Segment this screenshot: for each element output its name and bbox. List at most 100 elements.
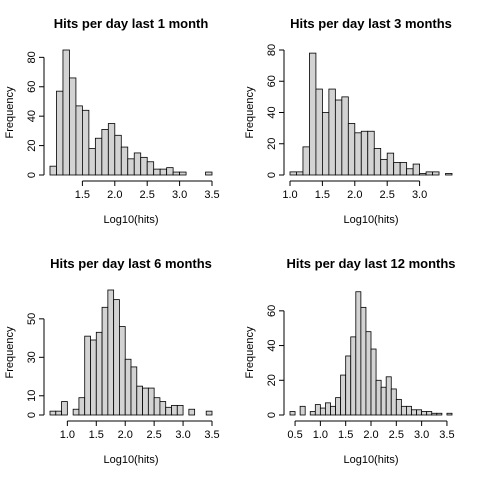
chart-title: Hits per day last 12 months: [286, 256, 455, 271]
bar: [289, 411, 296, 416]
y-tick-label: 60: [266, 305, 278, 317]
bar: [314, 404, 321, 416]
bar: [341, 96, 349, 176]
bar: [107, 289, 115, 416]
bar: [340, 374, 347, 416]
x-tick-label: 2.5: [140, 189, 155, 201]
bar: [370, 348, 377, 416]
bar: [431, 412, 438, 416]
bar: [82, 109, 90, 176]
bar: [113, 299, 120, 416]
bar: [411, 409, 417, 416]
bar: [120, 146, 129, 176]
bar: [360, 130, 369, 176]
bar: [133, 152, 142, 176]
x-tick-label: 1.0: [313, 429, 328, 441]
y-axis-label: Frequency: [244, 326, 256, 378]
bar: [88, 148, 96, 176]
bar: [386, 152, 395, 176]
y-tick-label: 80: [26, 51, 38, 63]
bar: [171, 404, 178, 416]
bar: [95, 331, 103, 416]
bar: [334, 99, 343, 176]
bar: [330, 405, 336, 416]
bar: [49, 165, 57, 176]
x-tick-label: 3.5: [204, 189, 219, 201]
panel: Hits per day last 6 months 1.0 1.5 2.0 2.5 3.…: [4, 256, 220, 466]
bar: [365, 331, 372, 416]
y-tick-label: 80: [266, 44, 278, 56]
bar: [130, 366, 138, 416]
x-axis-label: Log10(hits): [343, 214, 398, 226]
y-tick-label: 20: [26, 139, 38, 151]
y-tick-label: 20: [266, 374, 278, 386]
x-axis-label: Log10(hits): [103, 454, 158, 466]
x-tick-label: 2.0: [107, 189, 122, 201]
y-tick-label: 0: [266, 172, 278, 178]
x-tick-label: 3.0: [172, 189, 187, 201]
x-axis-label: Log10(hits): [343, 454, 398, 466]
y-tick-label: 40: [266, 339, 278, 351]
y-tick-label: 60: [266, 75, 278, 87]
bar: [380, 386, 387, 416]
bar: [165, 406, 172, 416]
bar: [328, 88, 336, 176]
bar: [176, 404, 184, 416]
bar: [153, 168, 161, 176]
chart-title: Hits per day last 3 months: [290, 16, 452, 31]
bar: [309, 52, 317, 176]
x-axis-label: Log10(hits): [103, 214, 158, 226]
x-tick-label: 3.5: [439, 429, 454, 441]
panel: Hits per day last 1 month 1.5 2.0 2.5 3.0 3.5…: [4, 16, 220, 226]
bar: [426, 411, 433, 416]
bar: [72, 408, 80, 416]
x-tick-label: 2.0: [118, 429, 133, 441]
y-tick-label: 50: [26, 313, 38, 325]
bar: [78, 397, 86, 416]
bar: [425, 171, 433, 176]
bar: [142, 387, 149, 416]
bar: [347, 123, 356, 176]
bar: [172, 171, 180, 176]
x-tick-label: 0.5: [287, 429, 302, 441]
bar: [299, 405, 306, 416]
bar: [419, 173, 427, 176]
y-tick-label: 0: [26, 172, 38, 178]
bar: [390, 388, 397, 416]
x-tick-label: 1.5: [338, 429, 353, 441]
bar: [309, 411, 316, 416]
bar: [446, 412, 453, 416]
bar: [75, 105, 83, 176]
bar: [416, 409, 423, 416]
bar: [56, 90, 64, 176]
panel: Hits per day last 3 months 1.0 1.5 2.0 2.5 3.…: [244, 16, 453, 226]
x-tick-label: 1.5: [315, 189, 330, 201]
bar: [127, 158, 135, 176]
y-tick-label: 60: [26, 81, 38, 93]
bar: [159, 401, 167, 416]
x-tick-label: 2.0: [347, 189, 362, 201]
bar: [124, 358, 132, 416]
bar: [107, 123, 116, 176]
x-tick-label: 2.5: [380, 189, 395, 201]
bar: [325, 402, 331, 416]
y-tick-label: 0: [266, 412, 278, 418]
bar: [315, 88, 323, 176]
bar: [159, 168, 168, 176]
bar: [205, 410, 213, 416]
bar: [395, 398, 402, 416]
chart-title: Hits per day last 1 month: [54, 16, 209, 31]
bar: [406, 168, 414, 176]
y-tick-label: 20: [266, 138, 278, 150]
bar: [94, 137, 103, 176]
y-tick-label: 40: [26, 110, 38, 122]
bar: [380, 158, 388, 176]
bar: [179, 171, 187, 176]
bar: [355, 291, 362, 416]
bar: [49, 410, 57, 416]
bar: [166, 167, 174, 176]
bar: [322, 112, 330, 176]
bar: [188, 408, 196, 416]
bar: [296, 171, 304, 176]
